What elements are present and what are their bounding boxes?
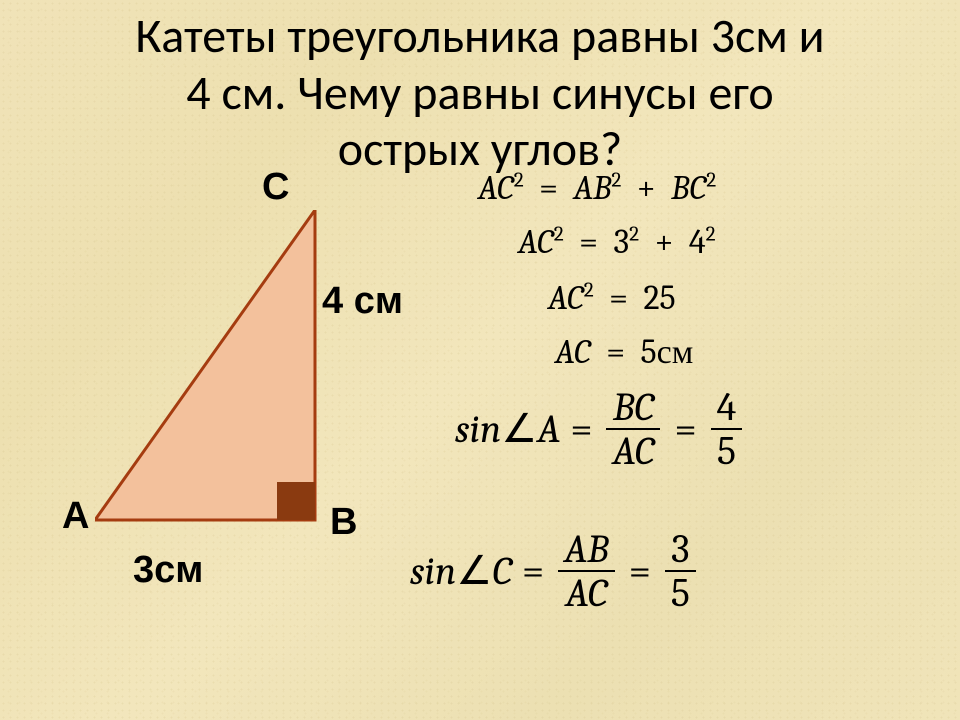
eq-sin-a: sin∠A = BC AC = 4 5 xyxy=(455,386,746,472)
eq1-r1-exp: 2 xyxy=(611,169,621,193)
eq2-lhs-base: AC xyxy=(518,222,554,262)
sinc-frac1: AB AC xyxy=(558,528,615,614)
sina-vertex: A xyxy=(537,406,560,452)
sinc-vertex: C xyxy=(492,548,512,594)
eq4-lhs: AC xyxy=(555,332,591,372)
eq1-lhs-exp: 2 xyxy=(514,169,524,193)
eq3-eq: = xyxy=(609,278,628,318)
problem-title: Катеты треугольника равны 3см и 4 см. Че… xyxy=(0,8,960,178)
sina-eq1: = xyxy=(570,406,592,452)
triangle-shape xyxy=(95,210,315,520)
eq1-r2-base: BC xyxy=(671,168,706,208)
sina-n1: BC xyxy=(606,386,660,430)
sina-d1: AC xyxy=(606,430,660,472)
sinc-n2: 3 xyxy=(665,528,696,572)
sinc-eq2: = xyxy=(629,548,651,594)
sinc-fn: sin xyxy=(410,548,456,594)
sinc-d1: AC xyxy=(558,572,615,614)
eq1-plus: + xyxy=(637,168,656,208)
triangle-figure xyxy=(95,210,335,540)
eq1-r2-exp: 2 xyxy=(706,169,716,193)
eq1-eq: = xyxy=(539,168,558,208)
vertex-c-label: С xyxy=(262,166,289,209)
eq-ac-value: AC = 5см xyxy=(555,332,693,372)
eq2-r2-base: 4 xyxy=(689,222,706,262)
sina-n2: 4 xyxy=(711,386,743,430)
eq2-r2-exp: 2 xyxy=(706,223,716,247)
sinc-eq1: = xyxy=(522,548,544,594)
sina-frac2: 4 5 xyxy=(711,386,743,472)
eq3-lhs-exp: 2 xyxy=(584,279,594,303)
sina-fn: sin xyxy=(455,406,501,452)
right-angle-marker xyxy=(277,482,315,520)
vertex-b-label: В xyxy=(330,501,357,544)
eq2-eq: = xyxy=(579,222,598,262)
sinc-angle-symbol: ∠ xyxy=(456,548,492,594)
sinc-n1: AB xyxy=(558,528,615,572)
eq-sin-c: sin∠C = AB AC = 3 5 xyxy=(410,528,700,614)
eq1-lhs-base: AC xyxy=(478,168,514,208)
vertex-a-label: А xyxy=(62,495,89,538)
sina-frac1: BC AC xyxy=(606,386,660,472)
eq-ac-squared: AC2 = 25 xyxy=(548,278,676,318)
sina-d2: 5 xyxy=(711,430,743,472)
eq3-rhs: 25 xyxy=(643,278,675,318)
eq2-lhs-exp: 2 xyxy=(554,223,564,247)
sina-angle-symbol: ∠ xyxy=(501,406,537,452)
eq-substitute: AC2 = 32 + 42 xyxy=(518,222,716,262)
eq4-unit: см xyxy=(657,332,694,372)
eq-pythagoras: AC2 = AB2 + BC2 xyxy=(478,168,716,208)
side-bc-label: 4 см xyxy=(322,280,403,323)
eq4-eq: = xyxy=(606,332,625,372)
sina-eq2: = xyxy=(674,406,696,452)
eq3-lhs-base: AC xyxy=(548,278,584,318)
eq2-r1-exp: 2 xyxy=(629,223,639,247)
sinc-frac2: 3 5 xyxy=(665,528,696,614)
eq2-r1-base: 3 xyxy=(613,222,629,262)
eq4-val: 5 xyxy=(641,332,657,372)
eq1-r1-base: AB xyxy=(573,168,611,208)
side-ab-label: 3см xyxy=(133,549,203,592)
eq2-plus: + xyxy=(655,222,674,262)
sinc-d2: 5 xyxy=(665,572,696,614)
